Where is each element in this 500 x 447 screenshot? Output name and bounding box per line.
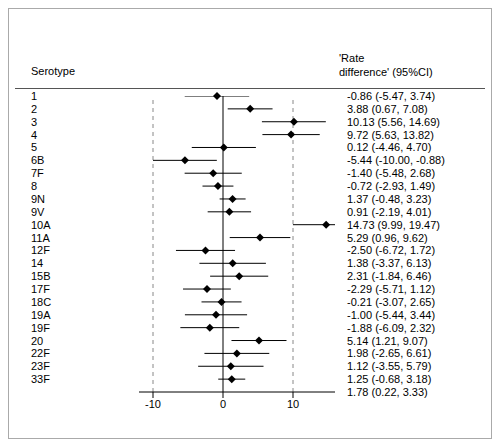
- svg-text:0: 0: [220, 398, 226, 410]
- svg-text:9N: 9N: [31, 193, 45, 205]
- svg-text:6B: 6B: [31, 154, 44, 166]
- svg-text:14: 14: [31, 257, 43, 269]
- svg-text:2: 2: [31, 103, 37, 115]
- svg-text:12F: 12F: [31, 244, 50, 256]
- svg-text:19A: 19A: [31, 309, 51, 321]
- svg-text:9.72 (5.63, 13.82): 9.72 (5.63, 13.82): [347, 129, 434, 141]
- svg-text:-0.21 (-3.07, 2.65): -0.21 (-3.07, 2.65): [347, 296, 435, 308]
- svg-text:5.29 (0.96, 9.62): 5.29 (0.96, 9.62): [347, 232, 428, 244]
- svg-text:1.12 (-3.55, 5.79): 1.12 (-3.55, 5.79): [347, 360, 431, 372]
- svg-text:23F: 23F: [31, 360, 50, 372]
- svg-text:10.13 (5.56, 14.69): 10.13 (5.56, 14.69): [347, 116, 440, 128]
- html-text:difference' (95%CI): difference' (95%CI): [339, 66, 433, 78]
- svg-text:15B: 15B: [31, 270, 51, 282]
- svg-text:1.98 (-2.65, 6.61): 1.98 (-2.65, 6.61): [347, 347, 431, 359]
- svg-text:2.31 (-1.84, 6.46): 2.31 (-1.84, 6.46): [347, 270, 431, 282]
- svg-text:-1.00 (-5.44, 3.44): -1.00 (-5.44, 3.44): [347, 309, 435, 321]
- svg-text:9V: 9V: [31, 206, 45, 218]
- html-text:Serotype: Serotype: [31, 65, 75, 77]
- svg-text:1.37 (-0.48, 3.23): 1.37 (-0.48, 3.23): [347, 193, 431, 205]
- svg-text:-1.40 (-5.48, 2.68): -1.40 (-5.48, 2.68): [347, 167, 435, 179]
- svg-text:11A: 11A: [31, 232, 50, 244]
- svg-text:-10: -10: [145, 398, 161, 410]
- svg-text:3: 3: [31, 116, 37, 128]
- svg-text:0.12 (-4.46, 4.70): 0.12 (-4.46, 4.70): [347, 141, 431, 153]
- svg-text:20: 20: [31, 335, 43, 347]
- svg-text:1: 1: [31, 90, 37, 102]
- svg-text:19F: 19F: [31, 322, 50, 334]
- svg-text:18C: 18C: [31, 296, 51, 308]
- svg-text:0.91 (-2.19, 4.01): 0.91 (-2.19, 4.01): [347, 206, 431, 218]
- svg-text:1.78 (0.22, 3.33): 1.78 (0.22, 3.33): [347, 386, 428, 398]
- svg-text:3.88 (0.67, 7.08): 3.88 (0.67, 7.08): [347, 103, 428, 115]
- svg-text:33F: 33F: [31, 373, 50, 385]
- svg-text:-5.44 (-10.00, -0.88): -5.44 (-10.00, -0.88): [347, 154, 445, 166]
- svg-text:-2.50 (-6.72, 1.72): -2.50 (-6.72, 1.72): [347, 244, 435, 256]
- svg-text:14.73 (9.99, 19.47): 14.73 (9.99, 19.47): [347, 219, 440, 231]
- svg-text:4: 4: [31, 129, 37, 141]
- svg-text:-0.72 (-2.93, 1.49): -0.72 (-2.93, 1.49): [347, 180, 435, 192]
- svg-text:22F: 22F: [31, 347, 50, 359]
- svg-text:1.38 (-3.37, 6.13): 1.38 (-3.37, 6.13): [347, 257, 431, 269]
- svg-text:10: 10: [287, 398, 299, 410]
- html-text:'Rate: 'Rate: [339, 52, 365, 64]
- svg-text:10A: 10A: [31, 219, 51, 231]
- svg-text:7F: 7F: [31, 167, 44, 179]
- svg-text:-1.88 (-6.09, 2.32): -1.88 (-6.09, 2.32): [347, 322, 435, 334]
- svg-text:-0.86 (-5.47, 3.74): -0.86 (-5.47, 3.74): [347, 90, 435, 102]
- svg-text:5.14 (1.21, 9.07): 5.14 (1.21, 9.07): [347, 335, 428, 347]
- svg-text:1.25 (-0.68, 3.18): 1.25 (-0.68, 3.18): [347, 373, 431, 385]
- svg-text:5: 5: [31, 141, 37, 153]
- svg-text:17F: 17F: [31, 283, 50, 295]
- svg-text:-2.29 (-5.71, 1.12): -2.29 (-5.71, 1.12): [347, 283, 435, 295]
- svg-text:8: 8: [31, 180, 37, 192]
